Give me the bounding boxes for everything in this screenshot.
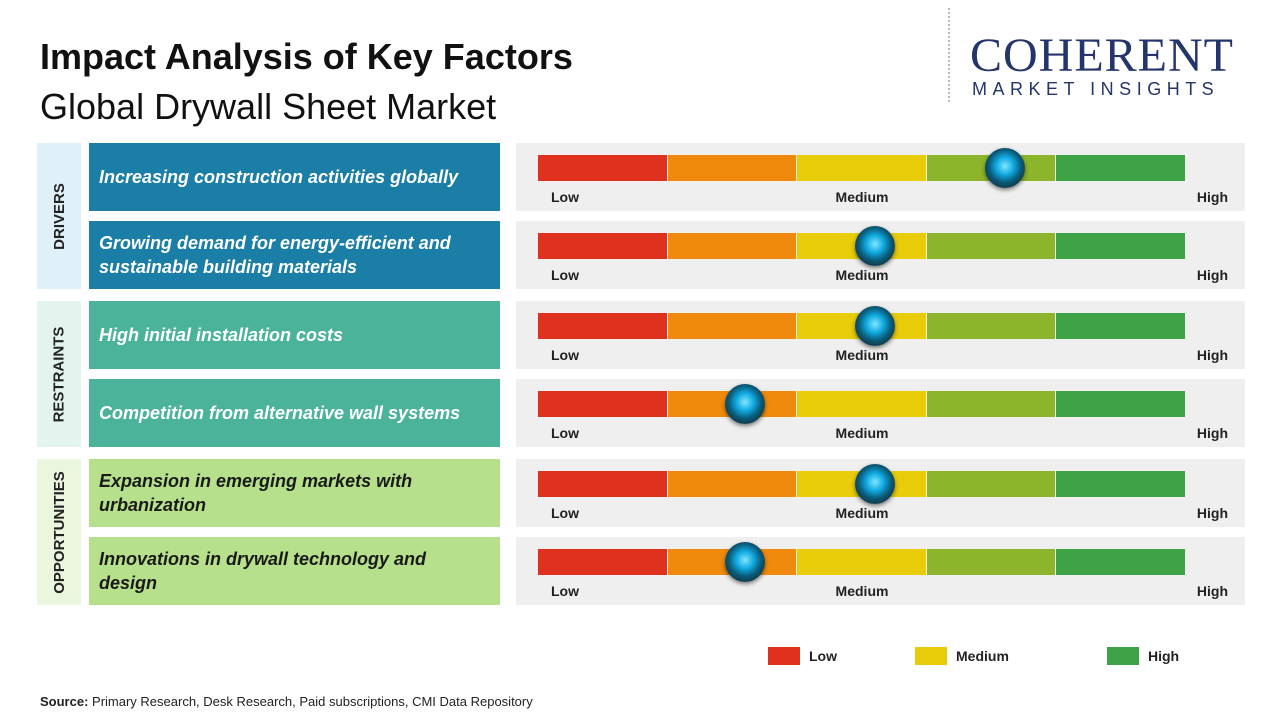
group-name: DRIVERS xyxy=(50,182,68,250)
gauge-segment xyxy=(1056,155,1185,181)
factor: Innovations in drywall technology and de… xyxy=(89,537,500,605)
impact-knob xyxy=(725,542,766,582)
group-label: OPPORTUNITIES xyxy=(37,459,81,605)
legend-label: High xyxy=(1148,648,1180,664)
scale-label: Low xyxy=(551,583,579,599)
scale-label: Medium xyxy=(835,425,889,441)
gauge-segment xyxy=(797,391,926,417)
gauge-segment xyxy=(667,313,797,339)
impact-knob xyxy=(854,464,895,504)
scale-label: Low xyxy=(551,505,579,521)
scale-label: Medium xyxy=(835,583,889,599)
scale-label: Low xyxy=(551,347,579,363)
gauge-segment xyxy=(538,155,667,181)
impact-knob xyxy=(725,384,766,424)
gauge-segment xyxy=(667,155,797,181)
factor: Competition from alternative wall system… xyxy=(89,379,500,447)
gauge-segment xyxy=(797,155,926,181)
gauge-segment xyxy=(797,549,926,575)
subtitle: Global Drywall Sheet Market xyxy=(40,86,497,127)
factor: High initial installation costs xyxy=(89,301,500,369)
gauge-segment xyxy=(667,471,797,497)
scale-label: Medium xyxy=(835,347,889,363)
title: Impact Analysis of Key Factors xyxy=(40,36,573,77)
source-text: Primary Research, Desk Research, Paid su… xyxy=(92,694,533,709)
scale-label: Low xyxy=(551,189,579,205)
group-name: OPPORTUNITIES xyxy=(50,470,68,594)
gauge-segment xyxy=(538,471,667,497)
group-name: RESTRAINTS xyxy=(50,326,68,422)
gauge-segment xyxy=(1056,233,1185,259)
scale-label: Low xyxy=(551,425,579,441)
gauge-segment xyxy=(538,391,667,417)
impact-knob xyxy=(854,226,895,266)
source-label: Source: xyxy=(40,694,89,709)
logo-separator xyxy=(948,8,950,102)
legend-swatch xyxy=(768,647,800,665)
scale-label: High xyxy=(1196,583,1228,599)
gauge-segment xyxy=(1056,471,1185,497)
factor: Increasing construction activities globa… xyxy=(89,143,500,211)
scale-label: Medium xyxy=(835,189,889,205)
gauge-segment xyxy=(667,233,797,259)
impact-knob xyxy=(854,306,895,346)
logo-tagline: MARKET INSIGHTS xyxy=(972,79,1220,99)
legend-swatch xyxy=(1107,647,1139,665)
logo-name: COHERENT xyxy=(970,29,1234,82)
gauge-segment xyxy=(926,391,1056,417)
legend-label: Low xyxy=(809,648,837,664)
gauge-segment xyxy=(926,233,1056,259)
legend-label: Medium xyxy=(956,648,1009,664)
scale-label: Medium xyxy=(835,267,889,283)
gauge-segment xyxy=(538,313,667,339)
scale-label: Medium xyxy=(835,505,889,521)
gauge-segment xyxy=(1056,549,1185,575)
scale-label: High xyxy=(1196,189,1228,205)
scale-label: High xyxy=(1196,347,1228,363)
impact-knob xyxy=(984,148,1025,188)
group-label: DRIVERS xyxy=(37,143,81,289)
source: Source: Primary Research, Desk Research,… xyxy=(40,694,533,709)
gauge-segment xyxy=(1056,391,1185,417)
scale-label: High xyxy=(1196,505,1228,521)
gauge-segment xyxy=(1056,313,1185,339)
gauge-segment xyxy=(538,233,667,259)
group-label: RESTRAINTS xyxy=(37,301,81,447)
factor: Expansion in emerging markets with urban… xyxy=(89,459,500,527)
gauge-segment xyxy=(538,549,667,575)
factor: Growing demand for energy-efficient and … xyxy=(89,221,500,289)
gauge-segment xyxy=(926,313,1056,339)
scale-label: High xyxy=(1196,267,1228,283)
gauge-segment xyxy=(926,549,1056,575)
legend-swatch xyxy=(915,647,947,665)
gauge-segment xyxy=(926,471,1056,497)
scale-label: Low xyxy=(551,267,579,283)
scale-label: High xyxy=(1196,425,1228,441)
